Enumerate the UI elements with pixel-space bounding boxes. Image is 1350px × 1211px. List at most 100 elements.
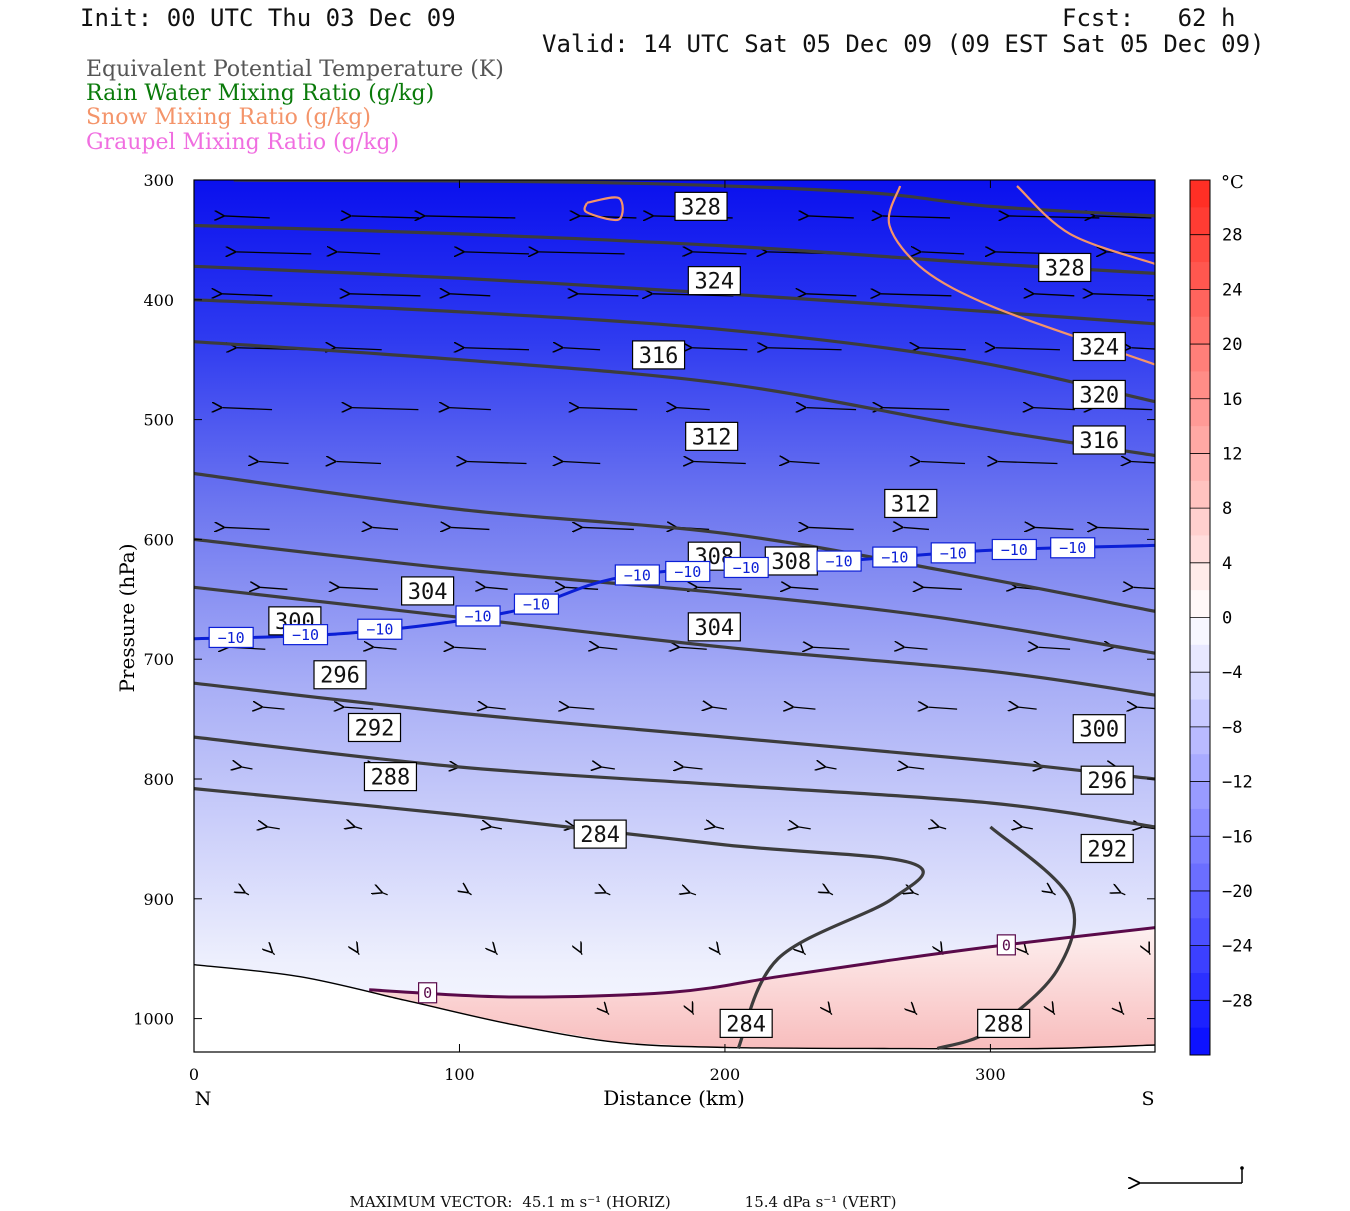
colorbar-segment (1190, 918, 1210, 947)
wind-vector (1038, 647, 1071, 649)
wind-vector (563, 348, 601, 350)
theta-e-label: 296 (313, 660, 367, 690)
terrain-below-ground (194, 964, 1155, 1052)
colorbar-segment (1190, 426, 1210, 454)
colorbar-segment (1190, 945, 1210, 974)
x-tick-label: 200 (710, 1065, 741, 1084)
wind-vector (1137, 707, 1155, 709)
isotherm-label: −10 (282, 624, 329, 646)
colorbar-tick-label: −20 (1222, 882, 1253, 902)
theta-e-label-box (685, 421, 739, 451)
wind-vector (563, 462, 601, 464)
wind-vector (903, 527, 930, 529)
max-vector-vert: 15.4 dPa s⁻¹ (VERT) (744, 1193, 897, 1211)
y-tick-label: 400 (143, 291, 174, 310)
wind-vector (791, 587, 819, 589)
wind-vector (1095, 216, 1152, 218)
colorbar-tick-label: 16 (1222, 390, 1242, 410)
isotherm-label: −10 (872, 546, 918, 568)
wind-vector (995, 348, 1060, 350)
colorbar-tick-label: 24 (1222, 280, 1242, 300)
colorbar-segment (1190, 672, 1210, 701)
theta-e-label: 304 (687, 612, 741, 642)
wind-vector (914, 893, 919, 896)
theta-e-label-text: 304 (408, 580, 448, 605)
theta-e-contour-328 (233, 180, 1155, 218)
colorbar-tick-label: 12 (1222, 444, 1242, 464)
colorbar-segment (1190, 754, 1210, 783)
wind-vector (928, 707, 958, 709)
wind-vector (883, 408, 950, 410)
theta-e-label: 316 (1072, 425, 1126, 455)
colorbar-tick-label: 28 (1222, 226, 1242, 246)
temperature-colorbar: 28 24 20 16 12 8 4 0 −4 −8 −12 −16 −20 −24 −28 (1189, 179, 1253, 1056)
theta-e-label: 284 (719, 1008, 773, 1038)
wind-vector (690, 893, 697, 896)
theta-e-label-text: 296 (1087, 769, 1127, 794)
wind-vector (222, 294, 273, 296)
theta-e-label-box (674, 191, 728, 221)
wind-vector (794, 707, 816, 709)
wind-vector (1034, 294, 1075, 296)
wind-vector (1131, 348, 1155, 350)
wind-vector (712, 707, 727, 709)
isotherm-label-box (282, 624, 329, 646)
wind-vector (679, 647, 707, 649)
isotherm-label: −10 (455, 605, 501, 627)
wind-vector (464, 252, 529, 254)
theta-e-label-box (719, 1008, 773, 1038)
wind-vector (1143, 827, 1155, 829)
colorbar-segment (1190, 262, 1210, 290)
isotherm-label: −10 (723, 556, 769, 579)
wind-vector (881, 294, 952, 296)
wind-vector (882, 216, 951, 218)
freezing-label-box (418, 982, 438, 1004)
wind-vector (804, 953, 807, 956)
wind-vector (449, 408, 491, 410)
max-vector-caption: MAXIMUM VECTOR: 45.1 m s⁻¹ (HORIZ) 15.4 dP… (340, 1175, 907, 1211)
wind-vector (454, 647, 487, 649)
theta-e-contour-304 (194, 471, 1155, 613)
colorbar-segment (1190, 1027, 1210, 1056)
freezing-label: 0 (996, 934, 1016, 956)
wind-vector (1022, 827, 1033, 829)
wind-vector (715, 827, 725, 829)
theta-e-label-text: 288 (371, 766, 411, 791)
wind-vector (268, 827, 280, 829)
colorbar-segment (1190, 808, 1210, 837)
colorbar-tick-label: −8 (1222, 718, 1242, 738)
colorbar-tick-label: 8 (1222, 499, 1232, 519)
wind-vector (569, 707, 595, 709)
colorbar-segment (1190, 1000, 1210, 1029)
south-end-label: S (1141, 1088, 1154, 1110)
theta-e-label-box (1072, 425, 1126, 455)
wind-vector (1133, 587, 1155, 589)
theta-e-label-box (1072, 714, 1126, 744)
reference-vector-icon (1140, 1166, 1244, 1183)
wind-vector (259, 462, 289, 464)
wind-vector (578, 294, 639, 296)
wind-vector (939, 827, 947, 829)
theta-e-label: 296 (1080, 765, 1134, 795)
legend-rain: Rain Water Mixing Ratio (g/kg) (86, 81, 435, 106)
wind-vector (1027, 953, 1029, 956)
y-tick-label: 900 (143, 890, 174, 909)
wind-vector (809, 527, 854, 529)
valid-time-label: Valid: 14 UTC Sat 05 Dec 09 (09 EST Sat … (542, 30, 1265, 58)
y-tick-label: 600 (143, 530, 174, 549)
freezing-label-text: 0 (423, 984, 432, 1002)
x-tick-label: 0 (189, 1065, 199, 1084)
wind-vector (355, 827, 363, 829)
isotherm-label-text: −10 (292, 626, 319, 644)
theta-e-label: 324 (687, 266, 741, 296)
colorbar-segment (1190, 726, 1210, 755)
colorbar-tick-label: −28 (1222, 991, 1253, 1011)
isotherm-label-box (614, 564, 660, 586)
y-tick-label: 700 (143, 650, 174, 669)
colorbar-segment (1190, 508, 1210, 536)
theta-e-label-text: 284 (726, 1012, 766, 1037)
isotherm-label: −10 (816, 550, 862, 572)
theta-e-label-box (1080, 765, 1134, 795)
isotherm-label-text: −10 (733, 559, 760, 577)
